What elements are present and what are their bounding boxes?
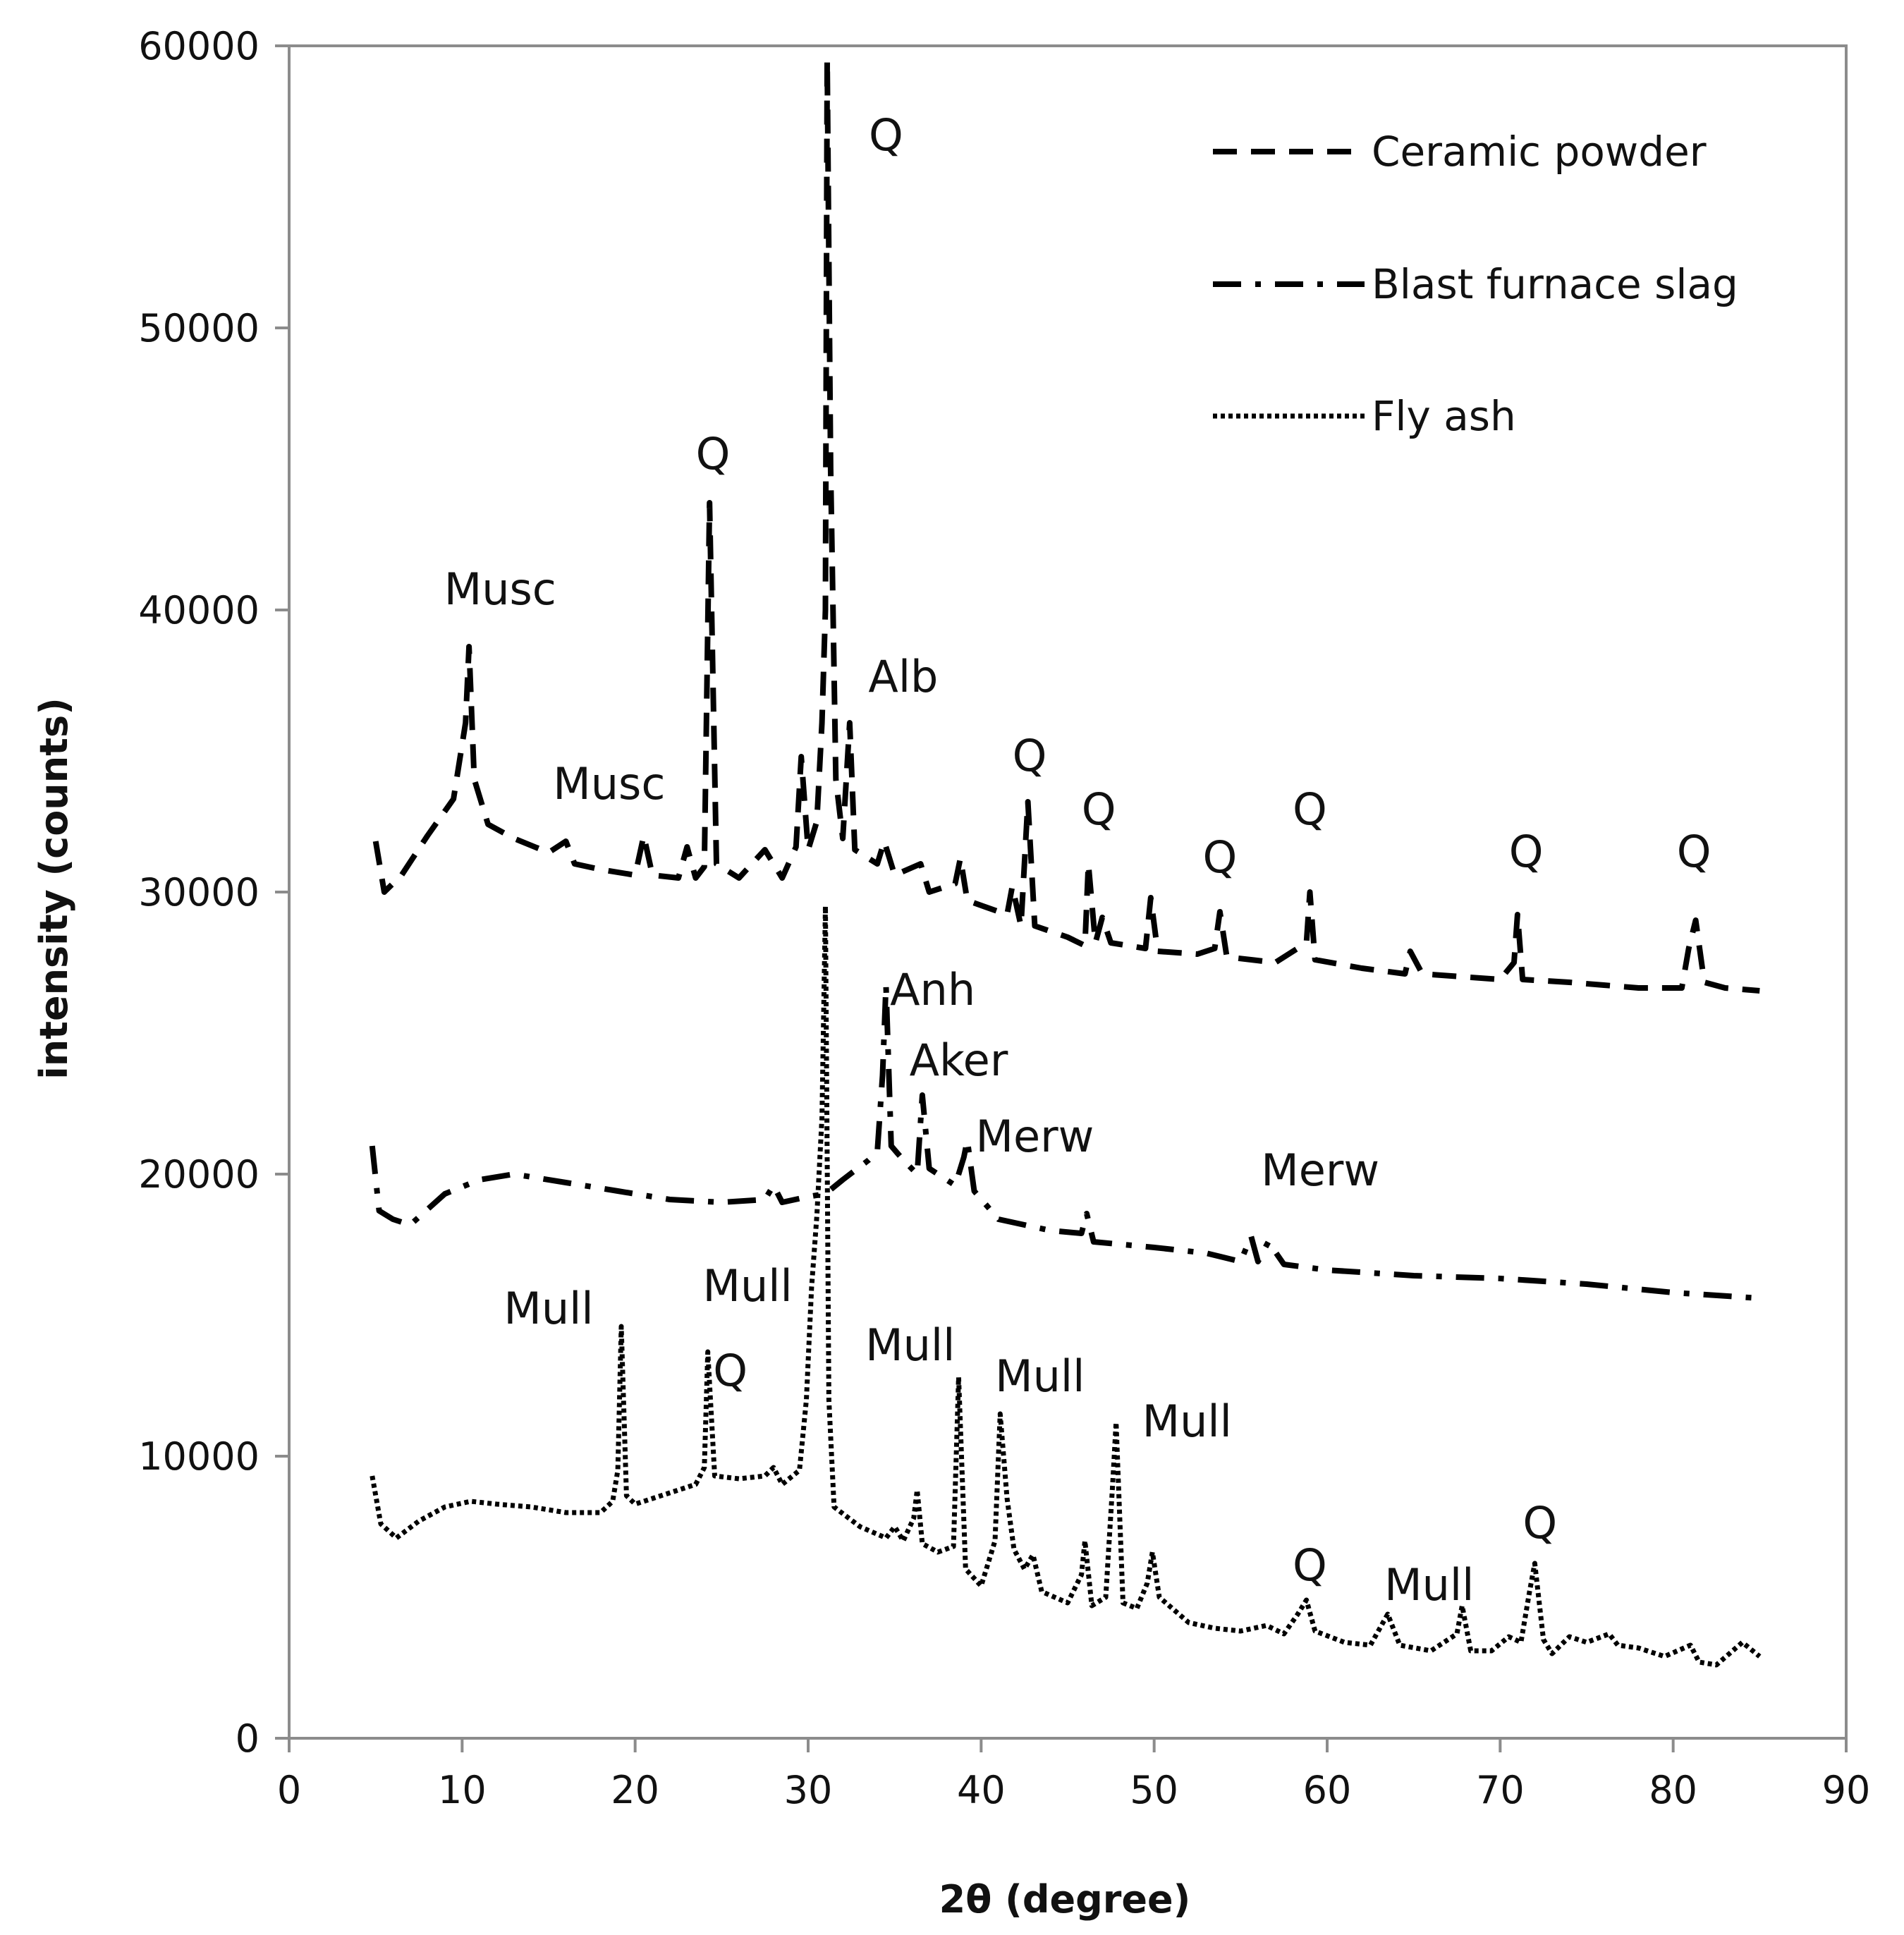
legend-label: Ceramic powder	[1372, 128, 1707, 176]
series-line	[370, 903, 1762, 1668]
peak-label: Anh	[890, 964, 975, 1015]
x-tick-label: 20	[611, 1768, 659, 1812]
y-tick-label: 0	[236, 1716, 260, 1761]
x-tick-label: 50	[1130, 1768, 1178, 1812]
peak-label: Alb	[868, 651, 938, 702]
peak-label: Musc	[553, 758, 665, 810]
axes: 0 10 20 30 40 50 60 70 80 90 0 10000 20000 30000 40000…	[138, 24, 1870, 1812]
x-tick-label: 80	[1649, 1768, 1697, 1812]
x-tick-label: 40	[957, 1768, 1006, 1812]
peak-label: Q	[1522, 1497, 1557, 1549]
peak-label: Q	[1082, 783, 1116, 835]
x-axis-title: 2θ (degree)	[939, 1877, 1191, 1922]
x-tick-label: 70	[1476, 1768, 1525, 1812]
series-ceramic-powder	[372, 57, 1760, 994]
peak-label: Mull	[504, 1283, 593, 1334]
peak-label: Merw	[1261, 1144, 1379, 1196]
series-fly-ash	[370, 903, 1762, 1668]
y-tick-label: 10000	[138, 1434, 260, 1479]
peak-label: Q	[1293, 1539, 1327, 1591]
peak-label: Aker	[910, 1034, 1008, 1086]
peak-label: Mull	[1142, 1396, 1232, 1447]
peak-label: Q	[1293, 783, 1327, 835]
peak-label: Mull	[995, 1350, 1085, 1402]
peak-label: Mull	[865, 1319, 955, 1371]
legend-label: Blast furnace slag	[1372, 260, 1738, 308]
y-tick-label: 40000	[138, 588, 260, 633]
peak-label: Musc	[444, 563, 556, 615]
series-line	[372, 57, 1760, 994]
x-tick-label: 30	[784, 1768, 833, 1812]
peak-label: Q	[1202, 831, 1237, 883]
peak-label: Q	[869, 109, 903, 161]
peak-label: Q	[713, 1345, 747, 1396]
series-blast-furnace-slag	[369, 982, 1760, 1301]
peak-label: Merw	[975, 1111, 1094, 1162]
series-line	[369, 982, 1760, 1301]
x-tick-label: 10	[438, 1768, 487, 1812]
peak-label: Mull	[1384, 1559, 1474, 1611]
x-tick-label: 60	[1303, 1768, 1352, 1812]
y-tick-label: 20000	[138, 1152, 260, 1197]
peak-label: Q	[1509, 826, 1544, 877]
peak-label: Mull	[703, 1260, 793, 1312]
y-tick-label: 50000	[138, 306, 260, 350]
y-tick-label: 30000	[138, 870, 260, 915]
peak-label: Q	[1013, 730, 1047, 781]
peak-label: Q	[1677, 826, 1711, 877]
series-layer	[369, 57, 1762, 1668]
legend-label: Fly ash	[1372, 392, 1516, 440]
legend: Ceramic powder Blast furnace slag Fly ash	[1213, 128, 1738, 440]
y-tick-label: 60000	[138, 24, 260, 68]
x-tick-label: 90	[1822, 1768, 1871, 1812]
x-tick-label: 0	[277, 1768, 301, 1812]
peak-label: Q	[696, 428, 731, 480]
y-axis-title: intensity (counts)	[32, 697, 76, 1080]
